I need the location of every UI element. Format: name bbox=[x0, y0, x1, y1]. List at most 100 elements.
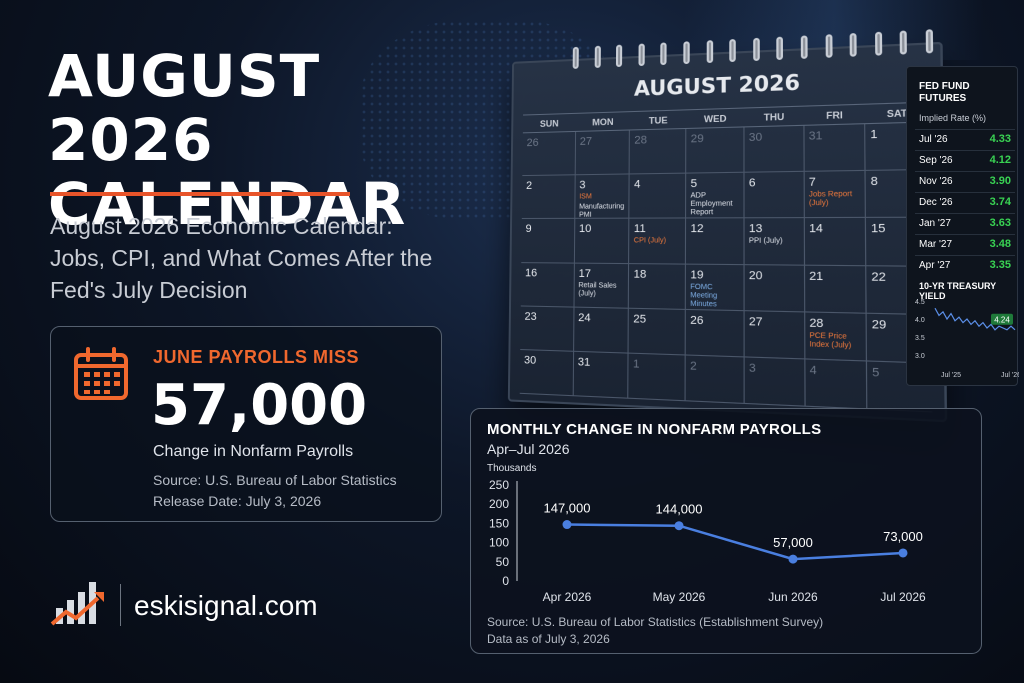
binder-ring bbox=[683, 41, 689, 64]
calendar-day-cell[interactable]: 2 bbox=[686, 355, 745, 404]
day-number: 18 bbox=[634, 268, 681, 281]
calendar-day-cell[interactable]: 4 bbox=[805, 359, 868, 409]
contract-month: Apr '27 bbox=[919, 260, 950, 271]
calendar-day-cell[interactable]: 6 bbox=[744, 172, 804, 219]
day-number: 11 bbox=[634, 223, 681, 236]
data-point bbox=[899, 548, 908, 557]
binder-ring bbox=[729, 39, 735, 62]
y-tick-label: 200 bbox=[489, 497, 509, 511]
weekday-header: THU bbox=[744, 107, 804, 128]
day-number: 31 bbox=[578, 356, 624, 370]
implied-rate: 3.48 bbox=[990, 238, 1011, 250]
stat-label: JUNE PAYROLLS MISS bbox=[153, 347, 359, 368]
implied-rate: 3.74 bbox=[990, 196, 1011, 208]
calendar-day-cell[interactable]: 10 bbox=[575, 219, 630, 264]
calendar-grid: SUN MON TUE WED THU FRI SAT 26 27 28 29 30 31 1 2 3 ISM M… bbox=[520, 102, 933, 413]
fed-funds-row: Apr '27 3.35 bbox=[915, 255, 1015, 275]
calendar-day-cell[interactable]: 17 Retail Sales (July) bbox=[574, 263, 629, 308]
contract-month: Dec '26 bbox=[919, 197, 953, 208]
y-axis-label: Thousands bbox=[487, 463, 536, 474]
fed-funds-row: Mar '27 3.48 bbox=[915, 234, 1015, 254]
calendar-day-cell[interactable]: 26 bbox=[686, 310, 745, 358]
calendar-day-cell[interactable]: 2 bbox=[522, 175, 576, 219]
implied-rate: 4.33 bbox=[990, 133, 1011, 145]
binder-ring bbox=[900, 30, 907, 54]
day-number: 3 bbox=[749, 362, 799, 377]
binder-ring bbox=[638, 44, 644, 67]
calendar-day-cell[interactable]: 9 bbox=[521, 219, 575, 263]
day-number: 9 bbox=[526, 223, 570, 235]
implied-rate: 3.35 bbox=[990, 259, 1011, 271]
weekday-header: SUN bbox=[523, 114, 576, 133]
fed-funds-panel: FED FUND FUTURES Implied Rate (%) Jul '2… bbox=[906, 66, 1018, 386]
calendar-day-cell[interactable]: 14 bbox=[804, 218, 866, 265]
calendar-day-cell[interactable]: 30 bbox=[744, 126, 804, 173]
calendar-day-cell[interactable]: 27 bbox=[744, 311, 805, 359]
payrolls-chart-panel: Thousands 0 50 100 150 200 250 147,000 Apr 2026 1… bbox=[470, 408, 982, 654]
calendar-day-cell[interactable]: 26 bbox=[522, 132, 575, 176]
day-number: 24 bbox=[578, 311, 624, 325]
day-number: 19 bbox=[690, 268, 739, 281]
data-label: 57,000 bbox=[773, 535, 813, 550]
calendar-day-cell[interactable]: 31 bbox=[804, 124, 866, 172]
day-number: 2 bbox=[690, 360, 739, 375]
calendar-day-cell[interactable]: 29 bbox=[686, 127, 744, 173]
calendar-day-cell[interactable]: 5 ADP Employment Report bbox=[686, 173, 744, 219]
y-tick-label: 4.5 bbox=[915, 299, 925, 306]
calendar-event: FOMC Meeting Minutes bbox=[690, 283, 739, 309]
binder-ring bbox=[875, 32, 882, 56]
fed-funds-title: FED FUND FUTURES bbox=[919, 81, 1009, 105]
data-label: 144,000 bbox=[656, 502, 703, 517]
calendar-day-cell[interactable]: 28 bbox=[630, 129, 686, 175]
calendar-day-cell[interactable]: 1 bbox=[629, 353, 686, 401]
calendar-day-cell[interactable]: 28 PCE Price Index (July) bbox=[805, 312, 868, 361]
day-number: 1 bbox=[633, 358, 680, 372]
implied-rate: 3.90 bbox=[990, 175, 1011, 187]
day-number: 28 bbox=[809, 317, 861, 331]
x-tick-label: Jun 2026 bbox=[768, 590, 818, 604]
calendar-day-cell[interactable]: 20 bbox=[744, 265, 804, 312]
implied-rate: 4.12 bbox=[990, 154, 1011, 166]
day-number: 10 bbox=[579, 223, 625, 235]
binder-ring bbox=[926, 29, 933, 53]
chart-title: MONTHLY CHANGE IN NONFARM PAYROLLS bbox=[487, 421, 821, 438]
calendar-day-cell[interactable]: 23 bbox=[520, 306, 574, 352]
contract-month: Nov '26 bbox=[919, 176, 953, 187]
calendar-day-cell[interactable]: 12 bbox=[686, 219, 744, 265]
day-number: 27 bbox=[749, 315, 799, 329]
calendar-day-cell[interactable]: 7 Jobs Report (July) bbox=[804, 171, 866, 218]
contract-month: Jul '26 bbox=[919, 134, 948, 145]
calendar-day-cell[interactable]: 3 bbox=[744, 357, 805, 406]
calendar-day-cell[interactable]: 27 bbox=[575, 130, 630, 175]
stat-source: Source: U.S. Bureau of Labor Statistics bbox=[153, 472, 397, 488]
day-number: 6 bbox=[749, 176, 799, 189]
calendar-day-cell[interactable]: 3 ISM Manufacturing PMI bbox=[575, 175, 630, 220]
calendar-icon bbox=[73, 347, 129, 401]
calendar-day-cell[interactable]: 24 bbox=[574, 307, 629, 353]
calendar-day-cell[interactable]: 18 bbox=[629, 264, 686, 310]
calendar-day-cell[interactable]: 21 bbox=[805, 265, 867, 313]
weekday-header: TUE bbox=[630, 110, 686, 130]
day-number: 14 bbox=[809, 223, 861, 236]
x-tick-label: Jul '26 bbox=[1001, 372, 1019, 379]
calendar-day-cell[interactable]: 16 bbox=[521, 263, 575, 308]
fed-funds-row: Jan '27 3.63 bbox=[915, 213, 1015, 233]
fed-funds-row: Jul '26 4.33 bbox=[915, 129, 1015, 149]
binder-ring bbox=[801, 35, 808, 59]
calendar-day-cell[interactable]: 25 bbox=[629, 308, 686, 355]
weekday-header: MON bbox=[576, 112, 631, 132]
day-number: 4 bbox=[810, 364, 862, 379]
calendar-day-cell[interactable]: 31 bbox=[573, 352, 629, 399]
x-tick-label: Apr 2026 bbox=[543, 590, 592, 604]
day-number: 4 bbox=[634, 178, 681, 191]
binder-ring bbox=[825, 34, 832, 58]
stat-release-date: Release Date: July 3, 2026 bbox=[153, 493, 321, 509]
calendar-day-cell[interactable]: 19 FOMC Meeting Minutes bbox=[686, 264, 744, 311]
calendar-day-cell[interactable]: 13 PPI (July) bbox=[744, 218, 804, 265]
calendar-day-cell[interactable]: 4 bbox=[630, 174, 687, 219]
calendar-day-cell[interactable]: 11 CPI (July) bbox=[630, 219, 687, 264]
brand-site[interactable]: eskisignal.com bbox=[134, 590, 318, 622]
payrolls-stat-card: JUNE PAYROLLS MISS 57,000 Change in Nonf… bbox=[50, 326, 442, 522]
data-point bbox=[563, 520, 572, 529]
calendar-day-cell[interactable]: 30 bbox=[520, 350, 574, 396]
